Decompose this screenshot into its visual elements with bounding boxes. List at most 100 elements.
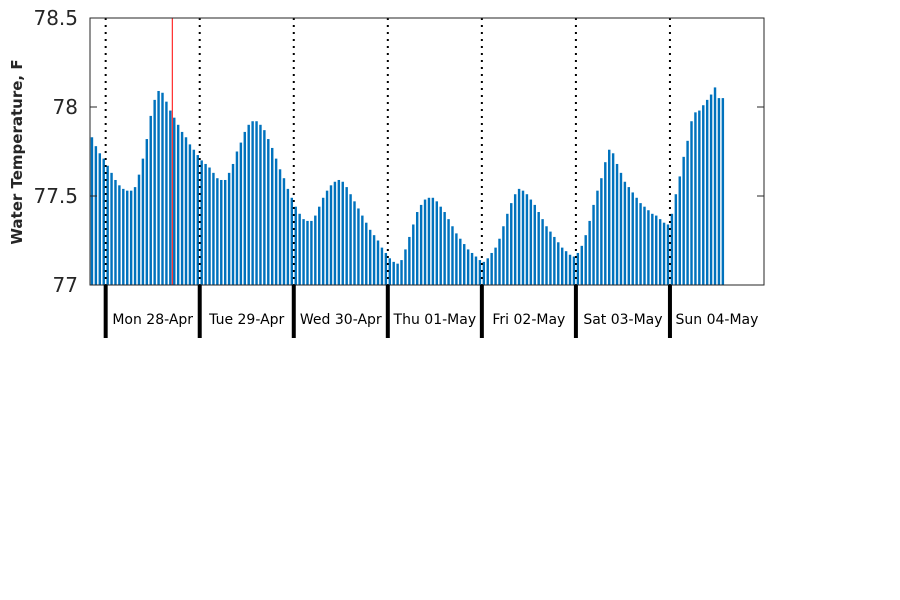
bar <box>106 165 109 285</box>
bar <box>220 179 223 285</box>
bar <box>298 213 301 285</box>
bar <box>588 220 591 285</box>
bar <box>161 92 164 285</box>
bar <box>157 90 160 285</box>
bar <box>129 190 133 285</box>
bar <box>274 158 278 285</box>
bar <box>431 197 435 285</box>
bar <box>235 151 239 285</box>
bar <box>216 178 219 285</box>
bar <box>333 181 337 285</box>
bar <box>619 172 623 285</box>
day-label: Mon 28-Apr <box>112 312 193 328</box>
bar <box>474 256 478 285</box>
bar <box>400 260 403 285</box>
bar <box>615 163 619 285</box>
bar <box>192 149 196 285</box>
bar <box>513 194 517 285</box>
bar <box>498 238 501 285</box>
bar <box>533 204 536 285</box>
bar <box>149 115 152 286</box>
bar <box>690 121 693 286</box>
bar <box>459 238 462 285</box>
bar <box>502 226 505 285</box>
bar <box>455 233 458 285</box>
bar <box>643 206 646 285</box>
bar <box>631 192 634 285</box>
bar <box>717 98 721 285</box>
bar <box>600 178 603 285</box>
bar <box>290 197 294 285</box>
bar <box>184 137 188 285</box>
y-tick-label: 77 <box>53 273 78 297</box>
y-axis-label: Water Temperature, F <box>8 59 26 244</box>
bar <box>470 252 474 285</box>
bar <box>568 254 572 285</box>
bar <box>271 147 274 285</box>
bar <box>655 215 658 285</box>
bar <box>90 137 94 285</box>
bar <box>137 174 141 285</box>
bar <box>110 172 113 285</box>
bar <box>545 226 548 285</box>
bar <box>380 247 384 285</box>
bar <box>604 162 607 285</box>
plot-frame <box>89 17 765 286</box>
bar <box>529 199 533 285</box>
bar <box>447 219 450 285</box>
bar <box>349 194 352 285</box>
bar <box>188 144 192 285</box>
bar <box>651 213 654 285</box>
x-axis: Mon 28-Apr Tue 29-Apr Wed 30-Apr Thu 01-May… <box>103 285 758 338</box>
bar <box>537 212 540 285</box>
bar <box>415 212 419 285</box>
day-label: Thu 01-May <box>393 312 477 328</box>
bar <box>423 199 427 285</box>
bar <box>208 167 211 285</box>
bar <box>310 220 313 285</box>
bar <box>388 258 391 285</box>
bar <box>482 261 486 285</box>
bar <box>365 222 368 285</box>
bar <box>639 203 642 285</box>
y-tick-label: 78 <box>53 95 78 119</box>
bar <box>623 181 627 285</box>
bar <box>384 252 388 285</box>
bar <box>223 179 227 285</box>
bar <box>662 222 666 285</box>
bar <box>674 194 678 285</box>
bar <box>439 206 442 285</box>
bar <box>560 247 564 285</box>
day-label: Fri 02-May <box>492 312 565 328</box>
day-label: Tue 29-Apr <box>208 312 284 328</box>
bar <box>404 249 407 285</box>
bar <box>658 219 662 285</box>
bar <box>678 176 681 285</box>
bar <box>196 155 199 285</box>
bar <box>306 220 309 285</box>
bar <box>419 204 423 285</box>
bar <box>165 101 168 285</box>
bar <box>478 260 482 285</box>
bar <box>212 172 215 285</box>
bar <box>392 261 395 285</box>
bar <box>694 112 697 285</box>
bar <box>243 131 246 285</box>
bar <box>686 140 689 285</box>
bar <box>608 149 611 285</box>
bar <box>541 219 544 285</box>
day-label: Sat 03-May <box>583 312 662 328</box>
bar <box>141 158 145 285</box>
bar <box>321 197 325 285</box>
bar <box>361 215 364 285</box>
bar <box>627 187 631 285</box>
bar <box>635 197 638 285</box>
bar <box>133 187 137 285</box>
bar <box>318 206 321 285</box>
bar <box>122 188 125 285</box>
bar <box>592 204 595 285</box>
bar <box>325 190 329 285</box>
bar <box>713 87 717 285</box>
bar <box>231 163 235 285</box>
bar <box>572 256 576 285</box>
